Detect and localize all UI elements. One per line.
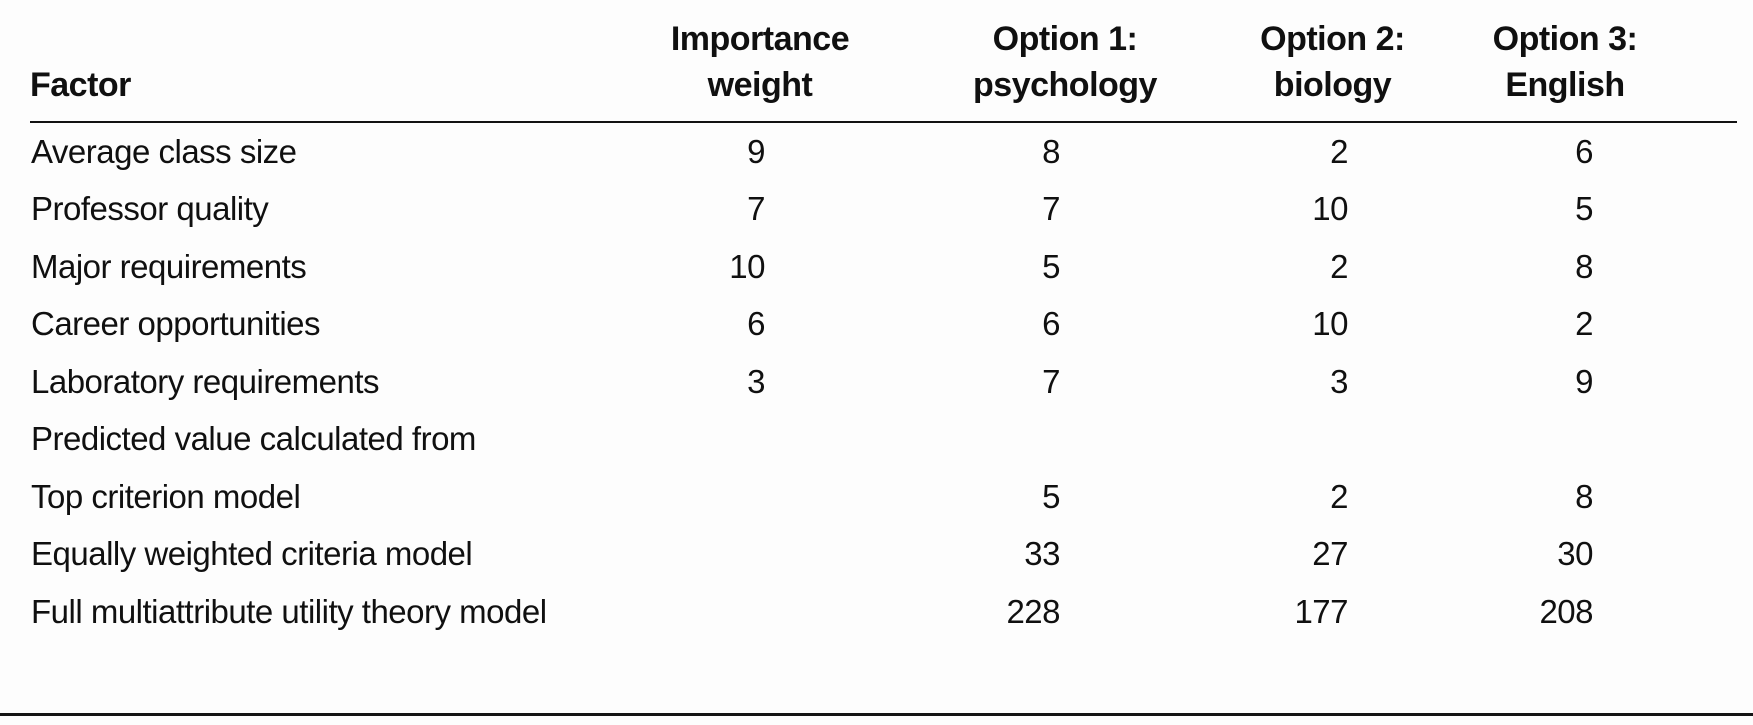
option3-cell: 8 <box>1575 247 1593 285</box>
filler-cell <box>1665 122 1737 181</box>
option2-cell <box>1200 411 1465 469</box>
importance-weight-cell: 3 <box>747 362 765 400</box>
importance-weight-cell <box>590 411 930 469</box>
table-row: Laboratory requirements 3 7 3 9 <box>30 353 1737 411</box>
header-line: Importance <box>670 20 850 58</box>
importance-weight-cell: 6 <box>747 305 765 343</box>
importance-weight-cell <box>590 526 930 584</box>
table-body: Average class size 9 8 2 6 Professor qua… <box>30 122 1737 641</box>
option2-cell: 10 <box>1312 305 1348 343</box>
option1-cell: 228 <box>1006 592 1060 630</box>
header-line: weight <box>707 66 813 104</box>
option2-cell: 177 <box>1294 592 1348 630</box>
filler-cell <box>1665 181 1737 239</box>
importance-weight-cell <box>590 468 930 526</box>
option3-cell: 30 <box>1557 535 1593 573</box>
column-header-option2-biology: Option 2: biology <box>1200 0 1465 123</box>
option3-cell: 208 <box>1539 592 1593 630</box>
table-row: Average class size 9 8 2 6 <box>30 122 1737 181</box>
factor-cell: Equally weighted criteria model <box>31 535 473 573</box>
factor-cell: Laboratory requirements <box>31 362 380 400</box>
option1-cell <box>930 411 1200 469</box>
option3-cell: 6 <box>1575 132 1593 170</box>
filler-cell <box>1665 353 1737 411</box>
filler-cell <box>1665 468 1737 526</box>
option1-cell: 7 <box>1042 190 1060 228</box>
option1-cell: 33 <box>1024 535 1060 573</box>
decision-table: Factor Importance weight Option 1: psych… <box>30 0 1737 641</box>
table-bottom-rule <box>0 713 1753 716</box>
filler-cell <box>1665 411 1737 469</box>
header-line: biology <box>1273 66 1392 104</box>
header-line: psychology <box>973 66 1157 104</box>
option3-cell: 2 <box>1575 305 1593 343</box>
option2-cell: 2 <box>1330 132 1348 170</box>
header-line: Option 1: <box>992 20 1138 58</box>
column-header-importance-weight: Importance weight <box>590 0 930 123</box>
table-row: Equally weighted criteria model 33 27 30 <box>30 526 1737 584</box>
importance-weight-cell: 9 <box>747 132 765 170</box>
header-row: Factor Importance weight Option 1: psych… <box>30 0 1737 123</box>
importance-weight-cell <box>590 583 930 641</box>
option1-cell: 7 <box>1042 362 1060 400</box>
option2-cell: 10 <box>1312 190 1348 228</box>
table-row: Career opportunities 6 6 10 2 <box>30 296 1737 354</box>
table-row-section-label: Predicted value calculated from <box>30 411 1737 469</box>
factor-cell: Predicted value calculated from <box>31 420 476 458</box>
factor-cell: Professor quality <box>31 190 269 228</box>
option3-cell <box>1465 411 1665 469</box>
factor-cell: Top criterion model <box>31 477 301 515</box>
option2-cell: 3 <box>1330 362 1348 400</box>
table-row: Top criterion model 5 2 8 <box>30 468 1737 526</box>
table-row: Full multiattribute utility theory model… <box>30 583 1737 641</box>
filler-cell <box>1665 238 1737 296</box>
importance-weight-cell: 7 <box>747 190 765 228</box>
filler-cell <box>1665 296 1737 354</box>
option3-cell: 5 <box>1575 190 1593 228</box>
column-header-option3-english: Option 3: English <box>1465 0 1665 123</box>
header-line: Option 2: <box>1260 20 1405 58</box>
option2-cell: 2 <box>1330 247 1348 285</box>
header-line: Option 3: <box>1492 20 1638 58</box>
table-row: Major requirements 10 5 2 8 <box>30 238 1737 296</box>
factor-cell: Career opportunities <box>31 305 321 343</box>
importance-weight-cell: 10 <box>729 247 765 285</box>
header-line: English <box>1505 66 1625 104</box>
option2-cell: 27 <box>1312 535 1348 573</box>
table-row: Professor quality 7 7 10 5 <box>30 181 1737 239</box>
option1-cell: 8 <box>1042 132 1060 170</box>
table-header: Factor Importance weight Option 1: psych… <box>30 0 1737 123</box>
option2-cell: 2 <box>1330 477 1348 515</box>
option1-cell: 5 <box>1042 247 1060 285</box>
column-header-factor: Factor <box>30 0 590 123</box>
factor-cell: Average class size <box>31 132 297 170</box>
option1-cell: 5 <box>1042 477 1060 515</box>
filler-cell <box>1665 526 1737 584</box>
filler-cell <box>1665 583 1737 641</box>
option3-cell: 9 <box>1575 362 1593 400</box>
column-header-filler <box>1665 0 1737 123</box>
factor-cell: Full multiattribute utility theory model <box>31 592 547 630</box>
factor-cell: Major requirements <box>31 247 307 285</box>
column-header-option1-psychology: Option 1: psychology <box>930 0 1200 123</box>
option3-cell: 8 <box>1575 477 1593 515</box>
option1-cell: 6 <box>1042 305 1060 343</box>
